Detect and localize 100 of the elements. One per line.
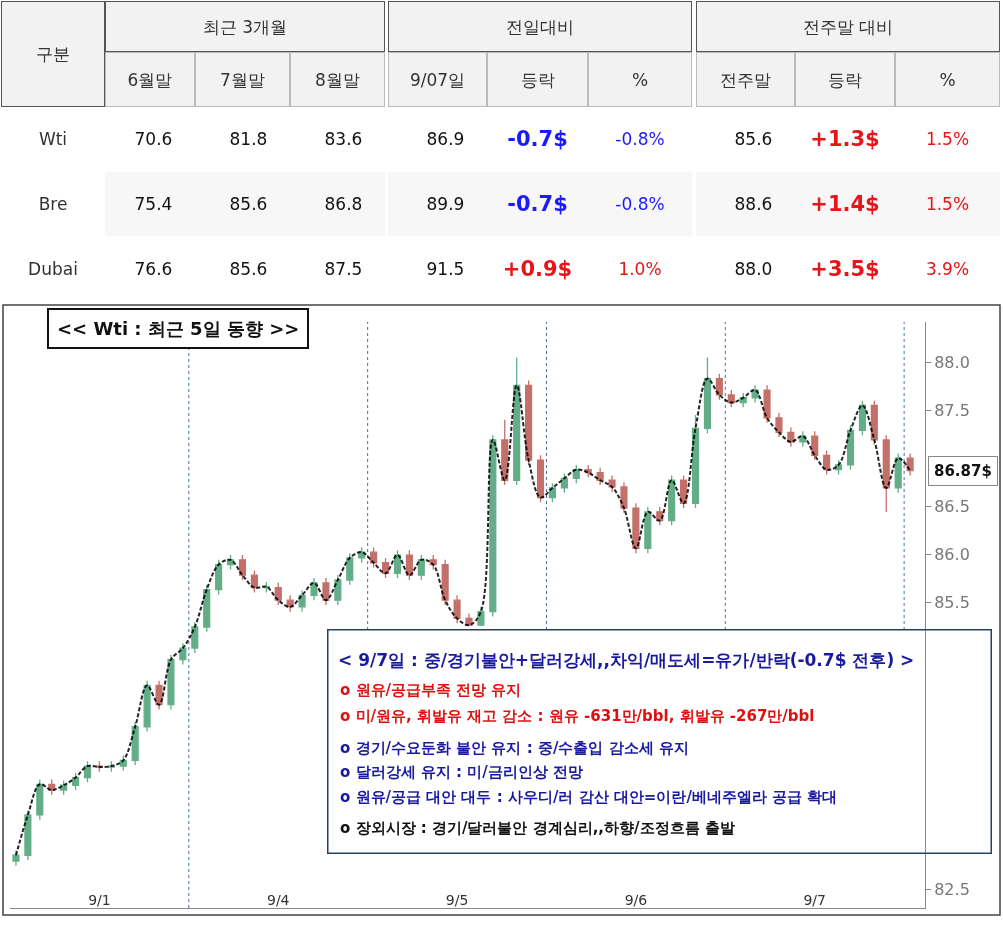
x-tick-label: 8월말 <box>315 69 360 90</box>
x-tick-label: 9/4 <box>266 892 290 908</box>
data-label: 85.6 <box>229 259 289 279</box>
candlestick <box>298 589 306 613</box>
candlestick <box>775 412 783 438</box>
text: 86.87$ <box>934 462 992 480</box>
data-label: 76.6 <box>134 259 194 279</box>
candlestick <box>12 849 20 867</box>
data-label: +1.4$ <box>810 192 880 216</box>
y-tick-label: 86.0 <box>934 544 970 564</box>
candlestick <box>346 552 354 586</box>
candlestick <box>536 454 545 503</box>
candlestick <box>811 430 819 461</box>
candlestick <box>727 389 735 409</box>
candlestick <box>620 481 628 514</box>
x-tick-label: % <box>939 69 956 90</box>
data-label: 88.0 <box>734 259 794 279</box>
data-label: 70.6 <box>134 129 194 149</box>
x-tick-label: 9/5 <box>445 892 469 908</box>
annotation: o 달러강세 유지 : 미/금리인상 전망 <box>340 763 583 781</box>
data-label: -0.8% <box>615 194 665 214</box>
data-label: +0.9$ <box>502 257 573 281</box>
candlestick <box>405 549 413 581</box>
candlestick <box>894 452 902 494</box>
candlestick <box>167 654 175 711</box>
x-tick-label: 6월말 <box>127 69 173 90</box>
data-label: 88.6 <box>734 194 794 214</box>
data-label: 1.0% <box>618 259 662 279</box>
data-label: +1.3$ <box>810 127 880 151</box>
data-label: 86.8 <box>324 194 384 214</box>
data-label: -0.8% <box>615 129 665 149</box>
candlestick <box>238 554 247 581</box>
candlestick <box>691 414 700 509</box>
candlestick <box>560 472 568 494</box>
y-tick-label: 85.5 <box>934 592 970 612</box>
candlestick <box>882 434 890 513</box>
y-tick-label: 87.5 <box>934 400 970 420</box>
candlestick <box>644 506 652 554</box>
data-label: 91.5 <box>426 259 486 279</box>
annotation: < 9/7일 : 중/경기불안+달러강세,,차익/매도세=유가/반락(-0.7$ 전후) > <box>338 650 915 670</box>
candlestick <box>417 554 425 581</box>
data-label: 89.9 <box>426 194 486 214</box>
candlestick <box>715 373 723 401</box>
y-tick-label: Dubai <box>28 259 78 279</box>
candlestick <box>632 502 640 554</box>
annotation: o 미/원유, 휘발유 재고 감소 : 원유 -631만/bbl, 휘발유 -267만/bbl <box>340 707 815 725</box>
y-tick-label: Bre <box>38 194 68 214</box>
candlestick <box>465 612 473 627</box>
candlestick <box>525 379 533 466</box>
candlestick <box>322 577 330 606</box>
annotation: o 경기/수요둔화 불안 유지 : 중/수출입 감소세 유지 <box>340 739 689 757</box>
annotation: o 장외시장 : 경기/달러불안 경계심리,,하향/조정흐름 출발 <box>340 819 735 837</box>
data-label: 75.4 <box>134 194 194 214</box>
x-tick-label: 7월말 <box>220 69 265 90</box>
candlestick <box>36 778 44 821</box>
y-tick-label: 86.5 <box>934 496 970 516</box>
candlestick <box>846 424 855 471</box>
x-tick-label: 9/7 <box>803 892 826 908</box>
text: 전주말 대비 <box>802 16 894 37</box>
candlestick <box>703 356 711 434</box>
candlestick <box>274 582 282 606</box>
data-label: -0.7$ <box>507 192 568 216</box>
data-label: 85.6 <box>229 194 289 214</box>
data-label: 86.9 <box>426 129 486 149</box>
y-tick-label: 88.0 <box>934 352 970 372</box>
candlestick <box>501 419 509 486</box>
candlestick <box>596 467 604 486</box>
data-label: 1.5% <box>925 194 970 214</box>
x-tick-label: % <box>631 69 649 90</box>
x-tick-label: 등락 <box>520 69 555 90</box>
data-label: 85.6 <box>734 129 794 149</box>
data-label: 87.5 <box>324 259 384 279</box>
candlestick <box>131 721 139 766</box>
candlestick <box>668 474 676 526</box>
y-tick-label: Wti <box>38 129 68 149</box>
candlestick <box>143 680 151 733</box>
data-label: 1.5% <box>925 129 970 149</box>
line-series <box>14 377 912 857</box>
annotation: o 원유/공급 대안 대두 : 사우디/러 감산 대안=이란/베네주엘라 공급 확대 <box>340 788 838 806</box>
candlestick <box>763 384 771 424</box>
data-label: 81.8 <box>229 129 289 149</box>
text: 최근 3개월 <box>202 16 288 37</box>
x-tick-label: 등락 <box>828 69 862 90</box>
data-label: -0.7$ <box>507 127 568 151</box>
candlestick <box>24 809 32 861</box>
candlestick <box>441 559 449 606</box>
data-label: 3.9% <box>925 259 970 279</box>
x-tick-label: 9/1 <box>88 892 111 908</box>
candlestick <box>215 559 223 596</box>
candlestick <box>489 434 497 618</box>
candlestick <box>179 642 187 666</box>
candlestick <box>787 426 795 448</box>
text: 전일대비 <box>506 16 574 37</box>
text: 구분 <box>36 44 70 64</box>
candlestick <box>870 399 878 446</box>
candlestick <box>155 680 163 711</box>
candlestick <box>203 584 211 633</box>
candlestick <box>191 621 199 654</box>
candlestick <box>906 452 914 477</box>
data-label: +3.5$ <box>810 257 880 281</box>
